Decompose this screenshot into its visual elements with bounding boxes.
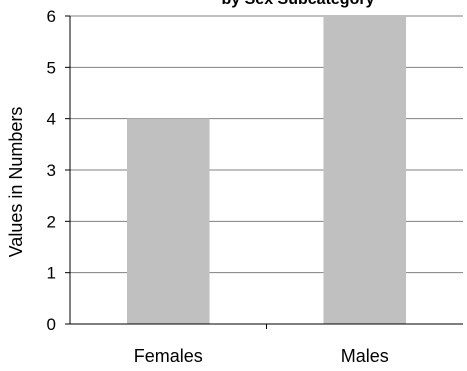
y-tick-label: 6 [47,7,56,26]
axes [65,15,463,329]
y-tick-label: 3 [47,161,56,180]
y-tick-label: 1 [47,264,56,283]
bars [126,16,407,325]
chart-title: by Sex Subcategory [222,0,375,8]
bar-males [323,16,407,324]
x-category-label: Females [134,346,203,366]
bar-females [126,118,210,325]
x-category-label: Males [341,346,389,366]
y-tick-label: 5 [47,58,56,77]
y-tick-label: 2 [47,212,56,231]
y-tick-label: 4 [47,110,56,129]
tick-labels: 0 1 2 3 4 5 6 Females Males [47,7,389,366]
y-axis-label: Values in Numbers [6,107,26,258]
y-tick-label: 0 [47,315,56,334]
